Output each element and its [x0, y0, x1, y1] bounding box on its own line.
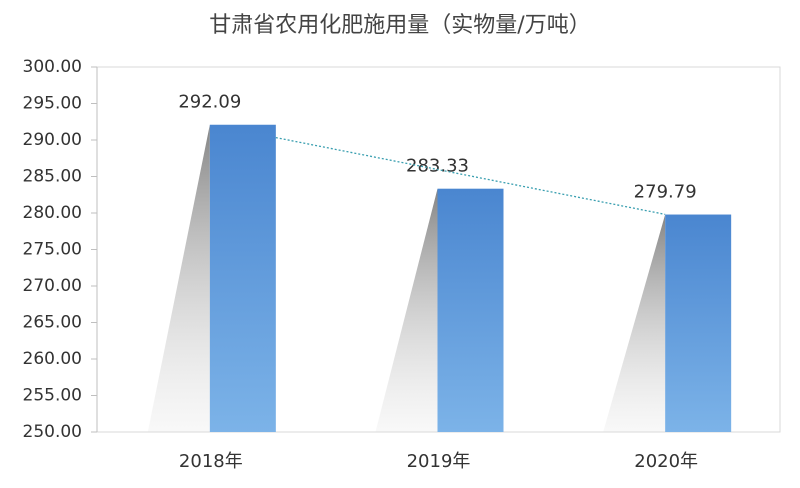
data-label: 279.79 — [634, 182, 697, 203]
bar — [437, 188, 504, 432]
bar — [209, 124, 276, 433]
y-tick-label: 280.00 — [23, 203, 82, 223]
bar-shadow — [147, 124, 210, 433]
y-tick-label: 255.00 — [23, 386, 82, 406]
y-tick-label: 250.00 — [23, 422, 82, 442]
bar — [665, 214, 732, 432]
y-tick-label: 275.00 — [23, 240, 82, 260]
y-tick-label: 265.00 — [23, 313, 82, 333]
data-label: 292.09 — [178, 92, 241, 113]
y-tick-label: 285.00 — [23, 167, 82, 187]
y-tick-label: 300.00 — [23, 57, 82, 77]
x-tick-label: 2019年 — [407, 451, 471, 472]
bar-shadow — [375, 188, 438, 432]
data-label: 283.33 — [406, 156, 469, 177]
bar-shadow — [603, 214, 666, 432]
y-tick-label: 260.00 — [23, 349, 82, 369]
y-tick-label: 295.00 — [23, 94, 82, 114]
chart-title: 甘肃省农用化肥施用量（实物量/万吨） — [209, 13, 590, 38]
x-tick-label: 2020年 — [634, 451, 698, 472]
x-tick-label: 2018年 — [179, 451, 243, 472]
y-tick-label: 270.00 — [23, 276, 82, 296]
y-tick-label: 290.00 — [23, 130, 82, 150]
